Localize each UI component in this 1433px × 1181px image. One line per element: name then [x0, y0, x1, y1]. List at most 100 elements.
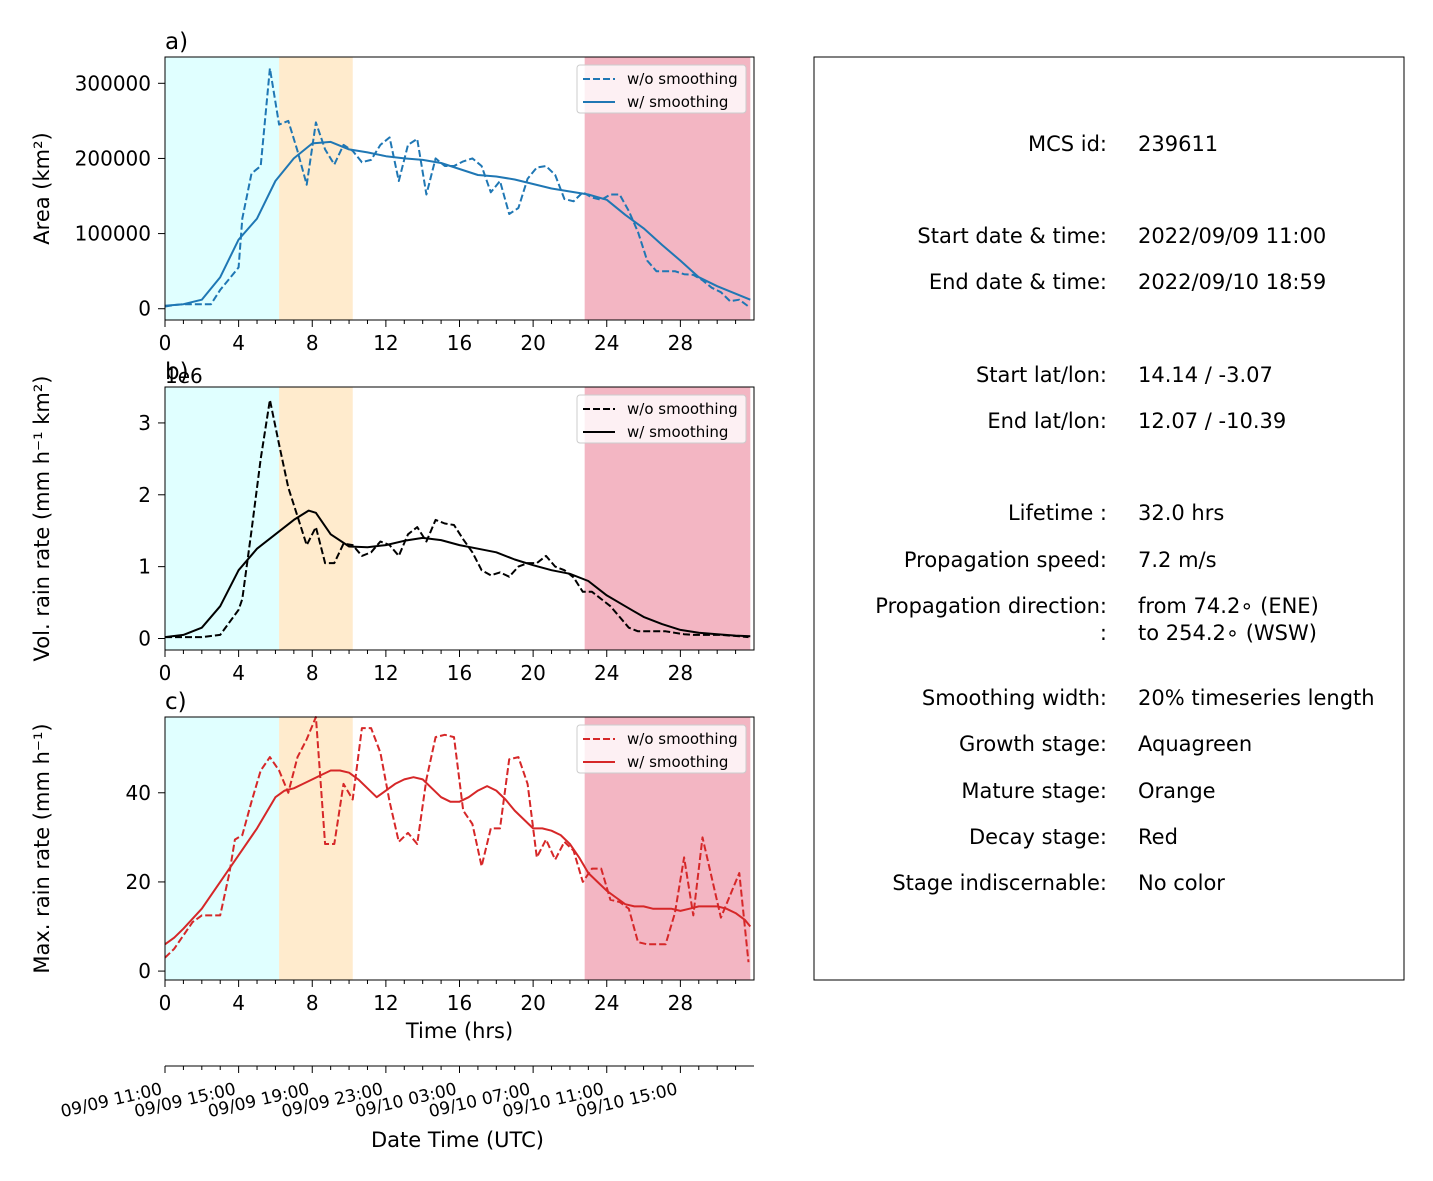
info-key: : [1100, 621, 1107, 645]
x-tick-label: 4 [232, 991, 245, 1015]
y-tick-label: 20 [126, 870, 151, 894]
info-value: to 254.2∘ (WSW) [1138, 621, 1317, 645]
info-key: Growth stage: [959, 732, 1107, 756]
info-key: End date & time: [929, 270, 1107, 294]
info-key: MCS id: [1028, 132, 1107, 156]
info-value: 32.0 hrs [1138, 501, 1224, 525]
x-tick-label: 28 [668, 331, 693, 355]
x-tick-label: 16 [447, 991, 472, 1015]
x-tick-label: 12 [373, 991, 398, 1015]
x-tick-label: 4 [232, 661, 245, 685]
panel-letter: c) [165, 689, 187, 715]
y-offset-text: 1e6 [165, 364, 203, 388]
series-raw-line [164, 716, 750, 963]
x-tick-label: 8 [306, 661, 319, 685]
y-axis-label: Max. rain rate (mm h⁻¹) [30, 723, 54, 973]
x-tick-label: 8 [306, 991, 319, 1015]
info-value: 7.2 m/s [1138, 548, 1217, 572]
x-tick-label: 28 [668, 991, 693, 1015]
info-value: 2022/09/10 18:59 [1138, 270, 1326, 294]
x-axis-label: Time (hrs) [405, 1019, 513, 1043]
y-tick-label: 100000 [75, 222, 151, 246]
info-value: Red [1138, 825, 1178, 849]
legend-entry: w/ smoothing [627, 423, 728, 441]
x-tick-label: 12 [373, 661, 398, 685]
x-tick-label: 16 [447, 331, 472, 355]
stage-band-growth [165, 717, 280, 980]
x-tick-label: 0 [159, 661, 172, 685]
y-tick-label: 0 [138, 627, 151, 651]
x-tick-label: 20 [520, 661, 545, 685]
info-key: Stage indiscernable: [892, 871, 1107, 895]
stage-band-mature [279, 57, 353, 320]
datetime-axis-label: Date Time (UTC) [371, 1128, 544, 1152]
x-tick-label: 16 [447, 661, 472, 685]
panel-a: 0 4 8 12 16 20 24 28 0 100000 200000 300000 Area (km… [30, 29, 755, 355]
legend-entry: w/o smoothing [627, 400, 738, 418]
y-tick-label: 0 [138, 297, 151, 321]
y-tick-label: 1 [138, 555, 151, 579]
y-tick-label: 200000 [75, 146, 151, 170]
series-raw-line [164, 67, 750, 308]
legend-entry: w/ smoothing [627, 753, 728, 771]
info-key: Mature stage: [961, 779, 1107, 803]
info-key: Start date & time: [917, 224, 1107, 248]
legend-entry: w/o smoothing [627, 730, 738, 748]
y-tick-label: 300000 [75, 71, 151, 95]
x-tick-label: 20 [520, 331, 545, 355]
x-tick-label: 24 [594, 991, 619, 1015]
legend-entry: w/ smoothing [627, 93, 728, 111]
y-axis-label: Vol. rain rate (mm h⁻¹ km²) [30, 376, 54, 662]
info-key: End lat/lon: [987, 409, 1107, 433]
series-smoothed-line [164, 509, 751, 639]
info-value: 14.14 / -3.07 [1138, 363, 1273, 387]
info-value: Aquagreen [1138, 732, 1252, 756]
legend: w/o smoothing w/ smoothing [576, 724, 747, 774]
stage-band-mature [279, 387, 353, 650]
x-tick-label: 8 [306, 331, 319, 355]
y-tick-label: 40 [126, 781, 151, 805]
info-key: Decay stage: [969, 825, 1107, 849]
info-key: Lifetime : [1008, 501, 1107, 525]
series-smoothed-line [164, 140, 751, 307]
info-key: Start lat/lon: [976, 363, 1107, 387]
stage-band-growth [165, 387, 280, 650]
x-tick-label: 28 [668, 661, 693, 685]
stage-band-growth [165, 57, 280, 320]
x-tick-label: 24 [594, 331, 619, 355]
panel-letter: a) [165, 29, 188, 55]
stage-band-mature [279, 717, 353, 980]
series-smoothed-line [164, 769, 752, 946]
legend: w/o smoothing w/ smoothing [576, 394, 747, 444]
legend-box [576, 724, 747, 774]
x-tick-label: 0 [159, 331, 172, 355]
info-value: from 74.2∘ (ENE) [1138, 594, 1319, 618]
info-key: Propagation speed: [904, 548, 1107, 572]
series-raw-line [165, 398, 749, 639]
y-axis-label: Area (km²) [30, 132, 54, 244]
info-value: 239611 [1138, 132, 1218, 156]
legend-box [576, 64, 747, 114]
x-tick-label: 24 [594, 661, 619, 685]
info-value: Orange [1138, 779, 1216, 803]
legend-box [576, 394, 747, 444]
y-tick-label: 3 [138, 411, 151, 435]
info-value: 2022/09/09 11:00 [1138, 224, 1326, 248]
info-panel: MCS id: 239611 Start date & time: 2022/09/0… [813, 56, 1405, 981]
x-tick-label: 4 [232, 331, 245, 355]
info-key: Propagation direction: [875, 594, 1107, 618]
y-tick-label: 0 [138, 959, 151, 983]
info-key: Smoothing width: [922, 686, 1107, 710]
y-tick-label: 2 [138, 483, 151, 507]
legend: w/o smoothing w/ smoothing [576, 64, 747, 114]
info-frame [813, 56, 1405, 981]
info-value: 20% timeseries length [1138, 686, 1375, 710]
x-tick-label: 20 [520, 991, 545, 1015]
x-tick-label: 12 [373, 331, 398, 355]
info-value: 12.07 / -10.39 [1138, 409, 1286, 433]
panel-c: 0 4 8 12 16 20 24 28 0 20 40 Max. rain rate (mm h⁻¹… [30, 689, 755, 1043]
legend-entry: w/o smoothing [627, 70, 738, 88]
info-value: No color [1138, 871, 1225, 895]
